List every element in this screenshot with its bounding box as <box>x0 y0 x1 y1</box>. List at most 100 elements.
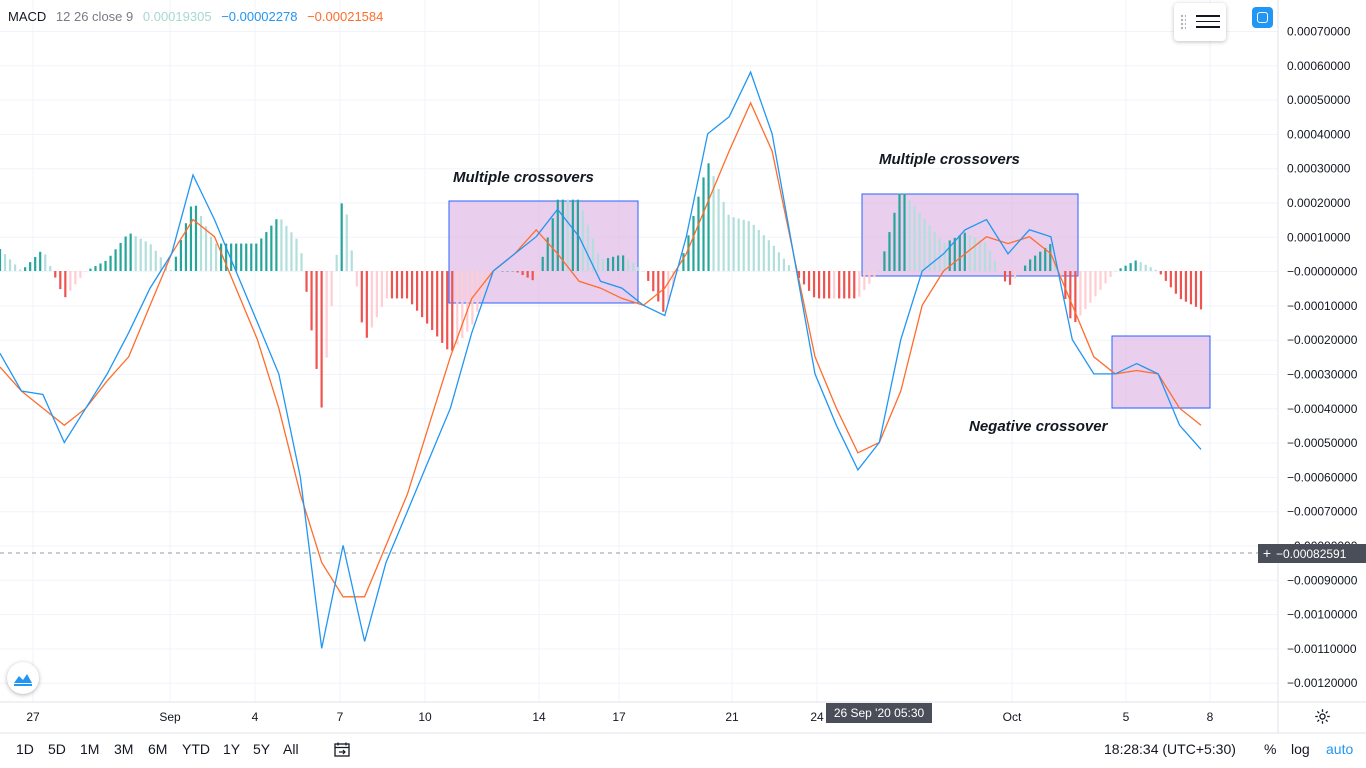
histogram-bar <box>928 225 931 271</box>
price-axis-label: −0.00110000 <box>1287 642 1357 656</box>
histogram-bar <box>1064 271 1067 300</box>
histogram-bar <box>978 240 981 271</box>
histogram-bar <box>380 271 384 307</box>
histogram-bar <box>611 256 615 271</box>
histogram-bar <box>1024 265 1027 271</box>
histogram-bar <box>787 265 791 271</box>
annotation-multiple-crossovers-1[interactable]: Multiple crossovers <box>453 169 594 186</box>
histogram-bar <box>667 271 670 304</box>
histogram-bar <box>1164 271 1167 281</box>
bottom-toolbar: 1D 5D 1M 3M 6M YTD 1Y 5Y All 18:28:34 (U… <box>0 733 1366 768</box>
crosshair-time-label: 26 Sep '20 05:30 <box>826 703 932 723</box>
histogram-bar <box>220 243 223 271</box>
price-axis-label: −0.00010000 <box>1287 299 1358 313</box>
histogram-bar <box>400 271 404 299</box>
histogram-bar <box>556 199 559 271</box>
histogram-bar <box>677 269 680 271</box>
histogram-bar <box>642 270 645 272</box>
histogram-bar <box>421 271 424 318</box>
histogram-bar <box>114 249 117 271</box>
tradingview-logo-icon[interactable] <box>7 662 39 694</box>
histogram-bar <box>230 243 233 271</box>
histogram-bar <box>1018 271 1022 272</box>
histogram-bar <box>360 271 363 323</box>
histogram-bar <box>355 271 358 287</box>
histogram-bar <box>511 271 514 272</box>
auto-scale-toggle[interactable]: auto <box>1326 741 1354 757</box>
histogram-bar <box>993 260 997 271</box>
range-5d-button[interactable]: 5D <box>48 741 66 757</box>
histogram-bar <box>1154 269 1157 271</box>
time-axis-label: 7 <box>337 710 344 724</box>
histogram-bar <box>1109 271 1112 277</box>
histogram-bar <box>310 271 313 331</box>
histogram-bar <box>345 214 348 271</box>
histogram-bar <box>1139 262 1142 271</box>
histogram-bar <box>873 271 876 278</box>
histogram-bar <box>144 241 147 271</box>
histogram-bar <box>752 224 755 271</box>
price-axis-label: −0.00000000 <box>1287 265 1358 279</box>
chart-grid <box>0 0 1278 702</box>
histogram-bar <box>702 177 705 271</box>
price-axis-label: 0.00040000 <box>1287 127 1351 141</box>
sync-icon[interactable] <box>1252 7 1273 28</box>
histogram-bar <box>1199 271 1203 310</box>
annotation-multiple-crossovers-2[interactable]: Multiple crossovers <box>879 151 1020 168</box>
clock-timezone[interactable]: 18:28:34 (UTC+5:30) <box>1104 741 1236 757</box>
histogram-bar <box>245 243 248 271</box>
histogram-bar <box>3 254 7 271</box>
indicator-legend[interactable]: MACD 12 26 close 9 0.00019305 −0.0000227… <box>8 9 389 24</box>
histogram-bar <box>159 257 162 271</box>
histogram-bar <box>466 271 469 332</box>
histogram-bar <box>370 271 373 328</box>
histogram-bar <box>204 226 208 271</box>
crosshair-plus-icon[interactable]: + <box>1262 545 1272 561</box>
range-5y-button[interactable]: 5Y <box>253 741 271 757</box>
histogram-bar <box>983 242 987 271</box>
histogram-bar <box>8 259 12 271</box>
range-1d-button[interactable]: 1D <box>16 741 34 757</box>
price-axis-label: −0.00040000 <box>1287 402 1358 416</box>
histogram-bar <box>1179 271 1182 300</box>
legend-title: MACD <box>8 9 47 24</box>
histogram-bar <box>551 218 554 271</box>
histogram-bar <box>591 238 595 271</box>
histogram-bar <box>39 251 42 271</box>
range-6m-button[interactable]: 6M <box>148 741 168 757</box>
histogram-bar <box>0 249 2 271</box>
histogram-bar <box>823 271 826 299</box>
annotation-negative-crossover[interactable]: Negative crossover <box>969 418 1108 435</box>
drag-grip-icon[interactable] <box>1180 14 1186 30</box>
price-axis-label: −0.00100000 <box>1287 608 1358 622</box>
histogram-bar <box>84 271 87 272</box>
range-all-button[interactable]: All <box>283 741 299 757</box>
histogram-bar <box>571 199 574 271</box>
gear-icon[interactable] <box>1314 708 1331 725</box>
histogram-bar <box>69 271 72 291</box>
histogram-bar <box>541 256 544 271</box>
date-range-icon[interactable] <box>333 741 351 759</box>
range-3m-button[interactable]: 3M <box>114 741 134 757</box>
histogram-bar <box>104 260 107 271</box>
histogram-bar <box>350 250 353 271</box>
histogram-bar <box>963 232 966 271</box>
settings-lines-icon[interactable] <box>1174 3 1226 41</box>
histogram-bar <box>958 235 961 271</box>
histogram-bar <box>687 235 690 271</box>
percent-scale-toggle[interactable]: % <box>1264 741 1277 757</box>
histogram-bar <box>767 240 770 271</box>
log-scale-toggle[interactable]: log <box>1291 741 1310 757</box>
histogram-bar <box>64 271 67 298</box>
range-ytd-button[interactable]: YTD <box>182 741 210 757</box>
range-1m-button[interactable]: 1M <box>80 741 100 757</box>
histogram-bar <box>1074 271 1077 322</box>
histogram-bar <box>49 265 52 271</box>
histogram-bar <box>24 267 27 271</box>
time-axis-label: 4 <box>252 710 259 724</box>
histogram-bar <box>893 212 896 271</box>
histogram-bar <box>1008 271 1012 285</box>
price-axis-label: 0.00070000 <box>1287 25 1351 39</box>
range-1y-button[interactable]: 1Y <box>223 741 241 757</box>
